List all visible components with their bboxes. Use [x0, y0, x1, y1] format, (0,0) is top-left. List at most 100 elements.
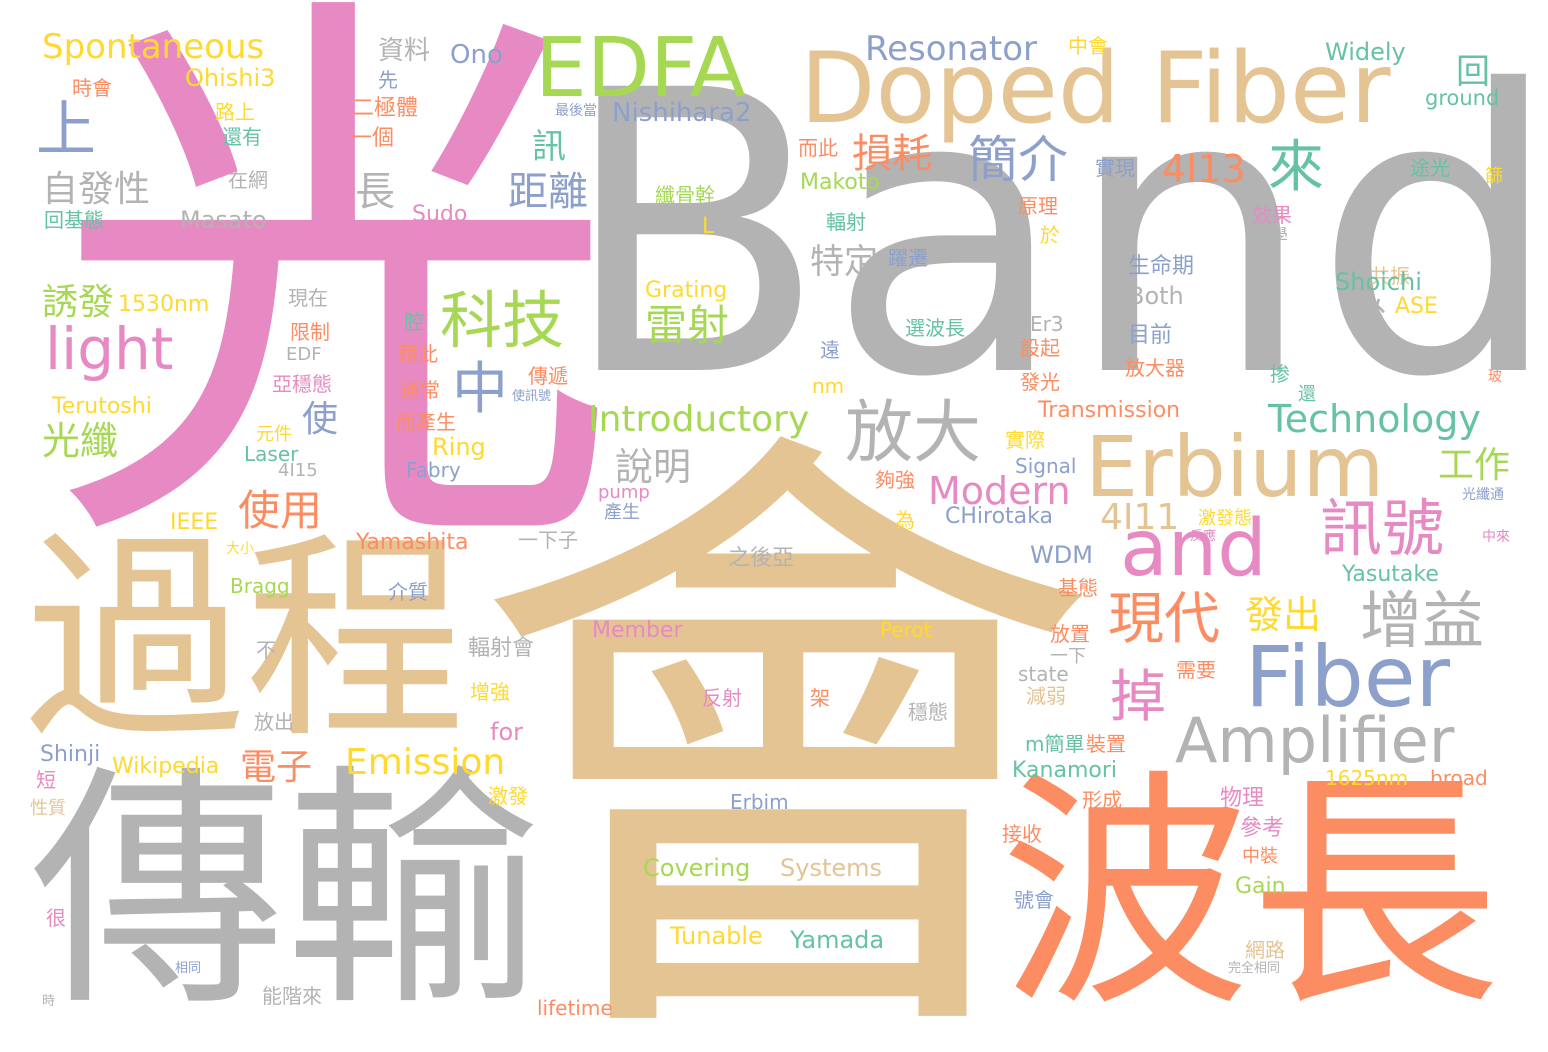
word: 遠: [820, 338, 840, 362]
word: 共振: [1370, 264, 1410, 288]
word: Kanamori: [1012, 758, 1117, 783]
word: 1625nm: [1325, 766, 1409, 790]
word: 效果: [1252, 203, 1292, 227]
word: 一下: [1050, 646, 1086, 667]
word: 反應: [1190, 529, 1217, 544]
word: 篩: [1485, 166, 1503, 187]
word: 訊號: [1320, 492, 1445, 565]
word: 夠強: [875, 468, 915, 492]
word: 回: [1456, 52, 1490, 92]
word: 而產生: [396, 410, 456, 434]
word: 4I13: [1162, 147, 1246, 191]
word: Yamashita: [356, 530, 469, 555]
word: ASE: [1395, 294, 1438, 319]
word: 一個: [350, 126, 395, 151]
word: 能階來: [262, 984, 322, 1008]
word: 之後亞: [728, 546, 795, 571]
word: 藉此: [398, 342, 438, 366]
word: 設起: [1020, 336, 1060, 360]
word: 性質: [30, 798, 66, 819]
word: Makoto: [800, 170, 880, 195]
word: 反射: [702, 686, 742, 710]
word: 亞穩態: [272, 372, 332, 396]
word: L: [702, 214, 715, 239]
word: 光學: [1252, 226, 1288, 247]
word: 介質: [388, 580, 428, 604]
word: 中來: [1482, 529, 1510, 545]
word: Modern: [928, 469, 1071, 513]
word: 損耗: [852, 131, 932, 177]
word: 接收: [1002, 822, 1042, 846]
word: 使訊號: [512, 389, 552, 404]
word: 號會: [1014, 888, 1054, 912]
word: 目前: [1128, 323, 1173, 348]
word: m簡單: [1025, 732, 1085, 756]
word: 光纖通: [1462, 487, 1504, 503]
word: 為: [895, 508, 915, 532]
word: Amplifier: [1175, 704, 1455, 777]
word: 放置: [1050, 622, 1090, 646]
word: Band: [560, 8, 1548, 462]
word: 短: [36, 768, 56, 792]
word: Gain: [1235, 874, 1286, 899]
word: Grating: [645, 278, 728, 303]
word: 中會: [1068, 34, 1108, 58]
word: broad: [1430, 766, 1488, 790]
word: Er3: [1030, 312, 1064, 336]
word: 很: [46, 906, 66, 930]
word: 回基態: [44, 208, 104, 232]
word: Masato: [180, 206, 267, 234]
word: Ring: [432, 433, 486, 461]
word: 發出: [1245, 593, 1322, 637]
word: Both: [1128, 282, 1184, 310]
word: Widely: [1325, 38, 1406, 66]
word: 基態: [1058, 576, 1098, 600]
word: 過程: [25, 512, 466, 768]
word: 特定: [810, 242, 878, 282]
word: 時: [42, 994, 56, 1009]
word: 大小: [226, 541, 254, 557]
word: 於: [1040, 223, 1060, 247]
word: 誘發: [42, 282, 115, 323]
word: nm: [812, 374, 845, 398]
word: 波長: [1000, 749, 1500, 1040]
word: 還有: [222, 125, 262, 149]
word: 增強: [470, 680, 510, 704]
word: 網路: [1245, 938, 1285, 962]
word: 雷射: [645, 301, 730, 350]
word: IEEE: [170, 510, 219, 535]
word: EDF: [286, 344, 322, 365]
word: Systems: [780, 854, 882, 882]
word: ground: [1425, 86, 1500, 110]
word: Perot: [880, 618, 932, 642]
word: 增益: [1360, 584, 1485, 657]
word: 時會: [72, 76, 112, 100]
word: Tunable: [670, 922, 763, 950]
word: 會: [470, 383, 1100, 1052]
word: 先: [378, 68, 398, 92]
word: and: [1120, 504, 1267, 594]
word: Spontaneous: [42, 27, 265, 67]
word: 距離: [508, 169, 588, 215]
word: 發光: [1020, 370, 1060, 394]
word: Signal: [1015, 454, 1077, 478]
word: 激發態: [1198, 508, 1252, 529]
word: 輻射: [826, 210, 866, 234]
word: 參考: [1240, 816, 1285, 841]
word: Transmission: [1038, 398, 1181, 423]
word: 傳輸: [30, 744, 541, 1041]
word: 纖骨幹: [655, 183, 715, 207]
word: 中: [452, 357, 508, 422]
word: 放大器: [1125, 356, 1185, 380]
word: for: [490, 718, 523, 746]
word: 還: [1298, 384, 1316, 405]
word: 4I15: [278, 460, 318, 481]
word: Doped Fiber: [800, 32, 1391, 146]
word: WDM: [1030, 541, 1093, 569]
word: Fabry: [406, 458, 461, 482]
word: 傳遞: [528, 364, 568, 388]
word: pump: [598, 482, 650, 503]
word: 生命期: [1128, 254, 1195, 279]
word: 掺: [1270, 362, 1290, 386]
